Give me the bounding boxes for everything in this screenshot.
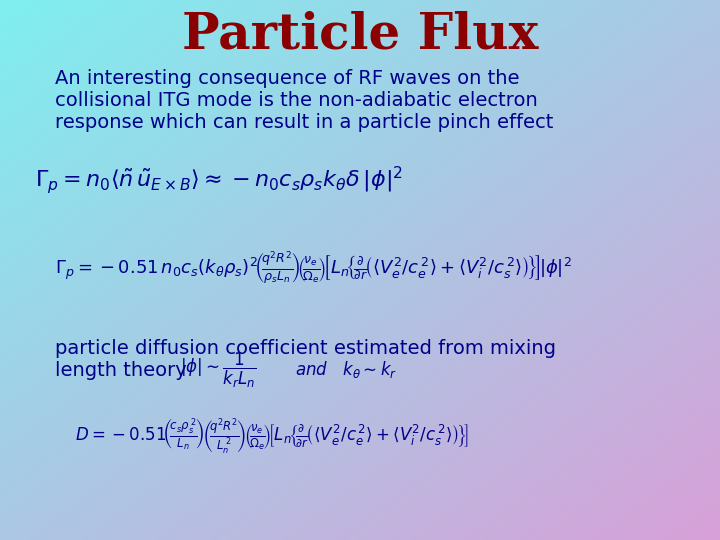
Text: response which can result in a particle pinch effect: response which can result in a particle … bbox=[55, 112, 554, 132]
Text: Particle Flux: Particle Flux bbox=[182, 10, 538, 59]
Text: $\Gamma_p = -0.51\,n_0 c_s(k_\theta\rho_s)^2\!\left(\!\frac{q^2 R^2}{\rho_s L_n}: $\Gamma_p = -0.51\,n_0 c_s(k_\theta\rho_… bbox=[55, 249, 572, 287]
Text: collisional ITG mode is the non-adiabatic electron: collisional ITG mode is the non-adiabati… bbox=[55, 91, 538, 110]
Text: length theory: length theory bbox=[55, 361, 186, 380]
Text: $D = -0.51\!\left(\!\frac{c_s\rho_s^{\,2}}{L_n}\!\right)\!\left(\!\frac{q^2 R^2}: $D = -0.51\!\left(\!\frac{c_s\rho_s^{\,2… bbox=[75, 417, 469, 457]
Text: An interesting consequence of RF waves on the: An interesting consequence of RF waves o… bbox=[55, 69, 520, 87]
Text: particle diffusion coefficient estimated from mixing: particle diffusion coefficient estimated… bbox=[55, 339, 556, 357]
Text: $\Gamma_p = n_0\langle\tilde{n}\,\tilde{u}_{E\times B}\rangle \approx -n_0 c_s \: $\Gamma_p = n_0\langle\tilde{n}\,\tilde{… bbox=[35, 164, 403, 196]
Text: $\mathit{and}\quad k_\theta\sim k_r$: $\mathit{and}\quad k_\theta\sim k_r$ bbox=[295, 360, 397, 381]
Text: $|\phi|\sim\dfrac{1}{k_r L_n}$: $|\phi|\sim\dfrac{1}{k_r L_n}$ bbox=[180, 350, 256, 389]
